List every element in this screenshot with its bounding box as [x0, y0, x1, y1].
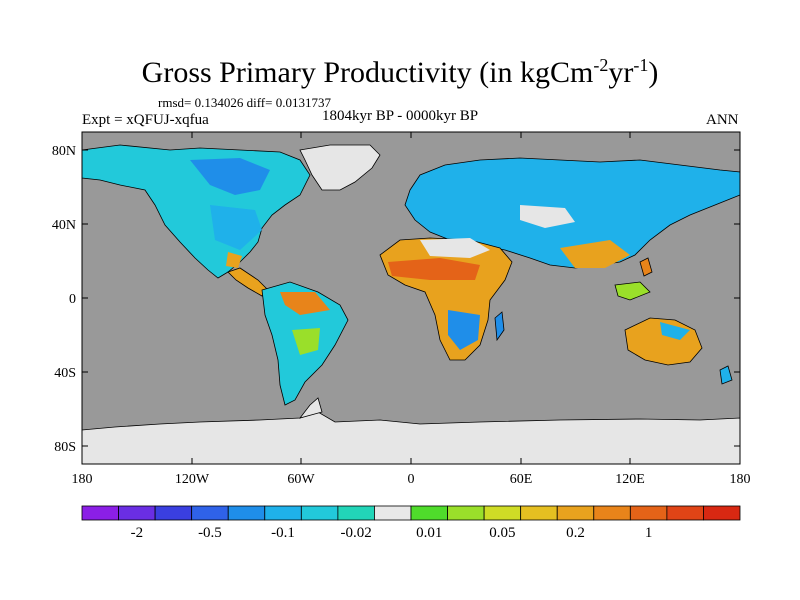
na-orange-patch: [226, 252, 242, 268]
colorbar-swatch: [227, 505, 266, 521]
colorbar-label: 0.01: [416, 525, 442, 541]
colorbar-swatch: [410, 505, 448, 521]
antarctic-peninsula: [298, 397, 323, 419]
se-asia-islands: [614, 281, 651, 301]
africa-red-band: [388, 258, 480, 280]
colorbar-swatch: [520, 505, 558, 521]
sa-orange-patch: [280, 292, 330, 315]
africa-blue-south: [448, 310, 480, 350]
colorbar-label: -0.1: [271, 525, 295, 541]
colorbar-swatch: [81, 505, 119, 521]
colorbar-label: 0.2: [566, 525, 585, 541]
y-tick-label: 80S: [54, 440, 76, 455]
colorbar-swatch: [337, 505, 375, 521]
colorbar-labels: -2 -0.5 -0.1 -0.02 0.01 0.05 0.2 1: [131, 525, 653, 541]
asia-nodata: [520, 205, 575, 228]
x-tick-label: 120E: [615, 472, 645, 487]
na-blue-patch: [190, 158, 270, 195]
x-tick-label: 60E: [510, 472, 533, 487]
period-label: 1804kyr BP - 0000kyr BP: [322, 108, 479, 124]
y-tick-label: 40N: [52, 218, 76, 233]
x-tick-label: 120W: [175, 472, 210, 487]
colorbar-label: -0.02: [341, 525, 372, 541]
asia-orange-south: [560, 240, 630, 268]
colorbar-swatch: [154, 505, 193, 521]
colorbar-swatch: [300, 505, 339, 521]
x-axis-ticks: [81, 132, 741, 464]
season-label: ANN: [706, 112, 739, 128]
y-axis-ticks: [82, 149, 740, 447]
colorbar-swatch: [264, 505, 302, 521]
chart-title: Gross Primary Productivity (in kgCm-2yr-…: [141, 55, 659, 89]
colorbar-swatch: [483, 505, 522, 521]
colorbar-label: 0.05: [489, 525, 515, 541]
colorbar-swatch: [447, 505, 485, 521]
colorbar-swatch: [703, 505, 741, 521]
y-tick-label: 80N: [52, 144, 76, 159]
greenland: [299, 144, 381, 191]
colorbar-swatch: [374, 505, 412, 521]
australia-blue-patch: [660, 322, 690, 340]
y-tick-label: 0: [69, 292, 76, 307]
sa-green-patch: [292, 328, 320, 355]
sahara-nodata: [420, 238, 490, 258]
colorbar-swatch: [556, 505, 595, 521]
na-south-patch: [210, 205, 262, 250]
colorbar-label: -2: [131, 525, 144, 541]
colorbar-label: 1: [645, 525, 653, 541]
x-tick-label: 0: [408, 472, 415, 487]
colorbar-swatch: [118, 505, 156, 521]
colorbar-swatch: [629, 505, 668, 521]
colorbar: [81, 505, 741, 521]
philippines: [639, 257, 653, 277]
madagascar: [494, 311, 505, 342]
stats-text: rmsd= 0.134026 diff= 0.0131737: [158, 95, 331, 110]
colorbar-swatch: [593, 505, 631, 521]
colorbar-label: -0.5: [198, 525, 222, 541]
x-tick-label: 60W: [287, 472, 315, 487]
experiment-label: Expt = xQFUJ-xqfua: [82, 112, 209, 128]
colorbar-swatch: [191, 505, 229, 521]
new-zealand: [719, 365, 733, 385]
colorbar-swatch: [666, 505, 704, 521]
x-tick-label: 180: [72, 472, 93, 487]
y-tick-label: 40S: [54, 366, 76, 381]
x-tick-label: 180: [730, 472, 751, 487]
